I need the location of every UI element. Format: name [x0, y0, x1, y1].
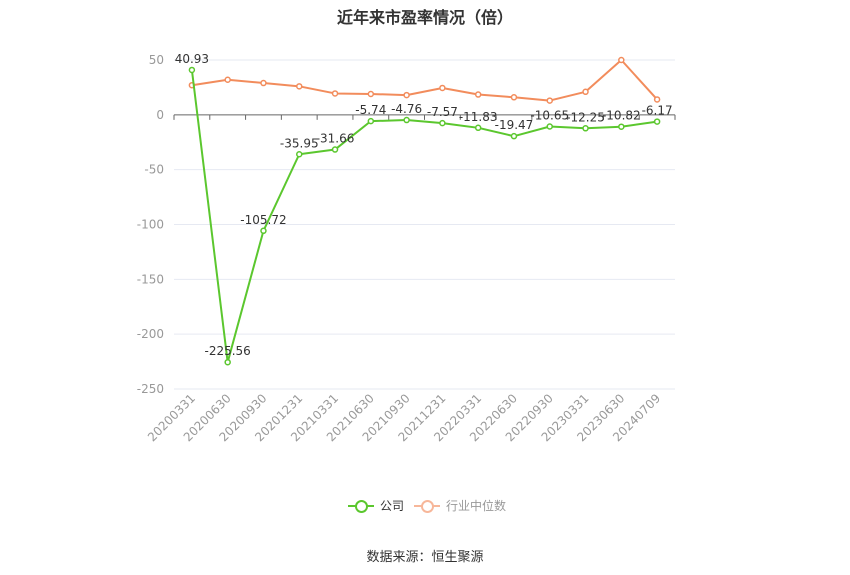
legend-industry[interactable]: 行业中位数: [414, 497, 506, 514]
company-point: [260, 227, 267, 235]
industry-point: [546, 97, 553, 104]
company-data-label: -7.57: [427, 105, 458, 119]
company-data-label: -10.82: [602, 109, 641, 123]
legend-industry-label: 行业中位数: [446, 499, 507, 513]
industry-point: [260, 79, 267, 87]
industry-point: [582, 88, 589, 96]
company-data-label: -31.66: [316, 132, 355, 146]
company-point: [296, 151, 303, 158]
y-tick-label: -250: [137, 382, 164, 396]
industry-line: [191, 59, 658, 102]
company-data-label: -105.72: [240, 213, 286, 227]
company-line: [190, 69, 658, 364]
legend-industry-marker: [414, 499, 440, 513]
company-data-label: -225.56: [205, 344, 251, 358]
y-tick-label: -150: [137, 272, 164, 286]
data-source: 数据来源：恒生聚源: [366, 550, 484, 565]
company-data-label: 40.93: [175, 52, 209, 66]
company-point: [188, 66, 196, 74]
chart-title: 近年来市盈率情况（倍）: [336, 8, 513, 27]
company-point: [653, 118, 661, 125]
grid-lines: [174, 59, 675, 390]
industry-point: [403, 91, 410, 99]
company-point: [510, 132, 518, 140]
company-point: [403, 116, 410, 124]
company-data-label: -4.76: [391, 102, 422, 116]
company-point: [224, 358, 231, 366]
company-data-label: -6.17: [642, 104, 673, 118]
company-point: [331, 146, 339, 153]
company-data-label: -11.83: [459, 110, 498, 124]
company-data-label: -5.74: [355, 103, 386, 117]
y-tick-label: -200: [137, 327, 164, 341]
y-tick-label: -50: [144, 163, 164, 177]
company-point: [474, 124, 482, 132]
industry-point: [618, 56, 625, 64]
company-point: [582, 125, 589, 132]
y-tick-label: 0: [156, 108, 164, 122]
industry-point: [474, 91, 482, 98]
industry-point: [439, 84, 446, 92]
industry-point: [653, 96, 661, 103]
industry-point: [331, 90, 339, 97]
company-data-label: -12.25: [566, 110, 605, 124]
company-point: [439, 119, 446, 127]
company-data-label: -19.47: [495, 118, 534, 132]
y-tick-label: 50: [149, 53, 164, 67]
y-axis: 50 0 -50 -100 -150 -200 -250: [137, 53, 164, 396]
industry-point: [367, 90, 375, 98]
company-data-label: -35.95: [280, 136, 319, 150]
company-data-label: -10.65: [530, 109, 569, 123]
industry-point: [224, 76, 231, 83]
company-point: [618, 123, 625, 130]
industry-point: [296, 83, 303, 90]
company-point: [546, 123, 553, 130]
data-labels: 40.93 -225.56 -105.72 -35.95-31.66 -5.74 -4.7…: [175, 52, 673, 358]
legend-company[interactable]: 公司: [348, 497, 404, 514]
legend-company-marker: [348, 499, 374, 513]
industry-point: [510, 94, 518, 101]
series-group: [188, 56, 661, 366]
y-tick-label: -100: [137, 218, 164, 232]
company-point: [367, 117, 375, 125]
legend-company-label: 公司: [380, 499, 405, 513]
